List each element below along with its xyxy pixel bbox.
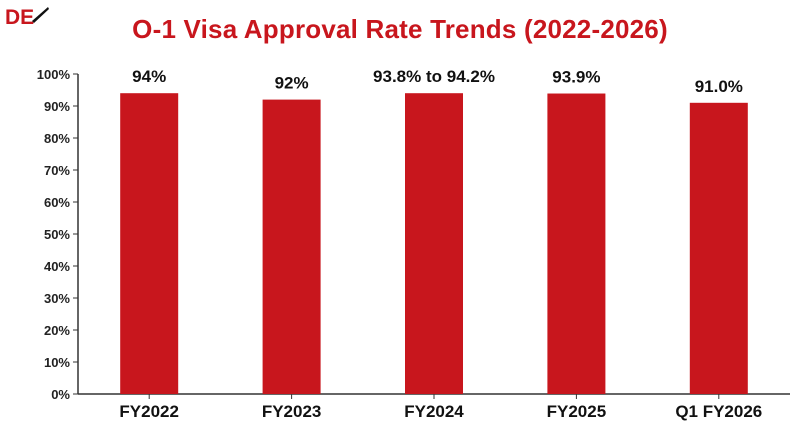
bar [547, 93, 606, 395]
data-label: 93.9% [552, 68, 600, 87]
y-axis-ticks: 0% 10% 20% 30% 40% 50% 60% 70% 80% 90% 100% [37, 67, 78, 402]
bar [120, 93, 179, 394]
x-axis-ticks: FY2022 FY2023 FY2024 FY2025 Q1 FY2026 [119, 394, 762, 421]
data-label: 91.0% [695, 77, 743, 96]
brand-logo-text: DE [5, 6, 34, 28]
x-tick-label: Q1 FY2026 [675, 402, 762, 421]
bar [262, 99, 321, 394]
data-label: 93.8% to 94.2% [373, 67, 495, 86]
x-tick-label: FY2023 [262, 402, 322, 421]
y-tick-label: 90% [44, 99, 70, 114]
bars [120, 93, 748, 395]
x-tick-label: FY2024 [404, 402, 464, 421]
data-labels: 94% 92% 93.8% to 94.2% 93.9% 91.0% [132, 67, 743, 96]
data-label: 94% [132, 67, 166, 86]
y-tick-label: 80% [44, 131, 70, 146]
x-tick-label: FY2022 [119, 402, 179, 421]
y-tick-label: 50% [44, 227, 70, 242]
y-tick-label: 70% [44, 163, 70, 178]
y-tick-label: 40% [44, 259, 70, 274]
y-tick-label: 0% [51, 387, 70, 402]
bar [405, 93, 463, 394]
y-tick-label: 20% [44, 323, 70, 338]
y-tick-label: 30% [44, 291, 70, 306]
brand-logo: DE [4, 4, 50, 28]
y-tick-label: 100% [37, 67, 71, 82]
y-tick-label: 60% [44, 195, 70, 210]
data-label: 92% [275, 74, 309, 93]
chart-title: O-1 Visa Approval Rate Trends (2022-2026… [132, 14, 668, 44]
x-tick-label: FY2025 [547, 402, 607, 421]
bar [689, 102, 748, 395]
y-tick-label: 10% [44, 355, 70, 370]
